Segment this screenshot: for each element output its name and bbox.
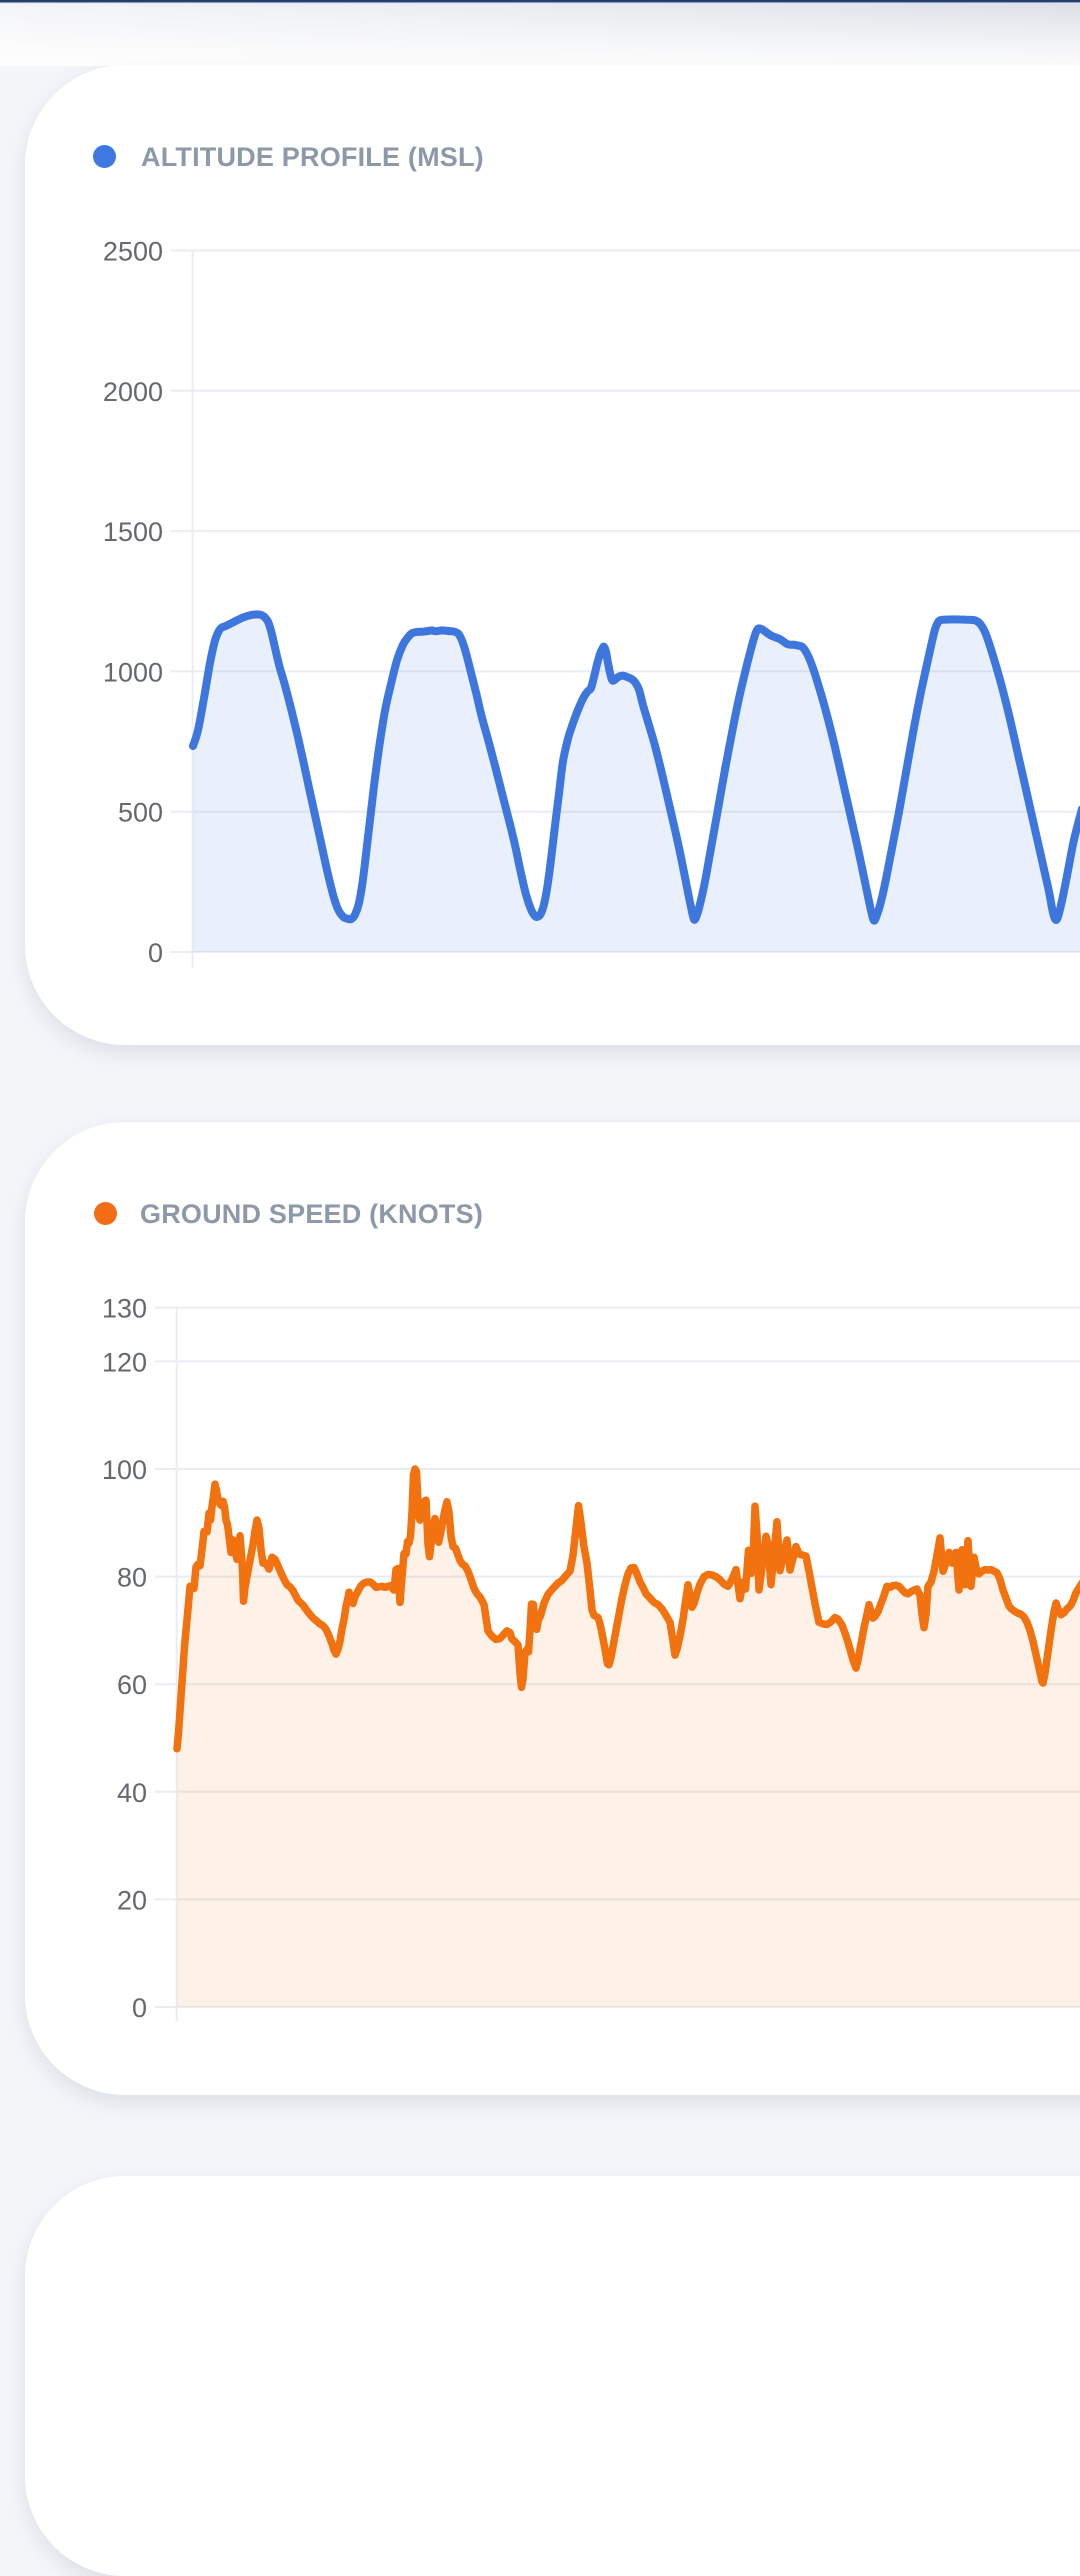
svg-text:1000: 1000 — [103, 657, 163, 687]
svg-text:130: 130 — [102, 1294, 147, 1324]
svg-text:0: 0 — [148, 938, 163, 968]
svg-text:0: 0 — [132, 1993, 147, 2023]
svg-text:120: 120 — [102, 1347, 147, 1377]
svg-text:500: 500 — [118, 798, 163, 828]
svg-text:2500: 2500 — [103, 237, 163, 267]
svg-text:2000: 2000 — [103, 377, 163, 407]
svg-text:40: 40 — [117, 1778, 147, 1808]
svg-text:60: 60 — [117, 1670, 147, 1700]
svg-text:20: 20 — [117, 1885, 147, 1915]
svg-text:1500: 1500 — [103, 517, 163, 547]
svg-text:80: 80 — [117, 1563, 147, 1593]
svg-text:100: 100 — [102, 1455, 147, 1485]
